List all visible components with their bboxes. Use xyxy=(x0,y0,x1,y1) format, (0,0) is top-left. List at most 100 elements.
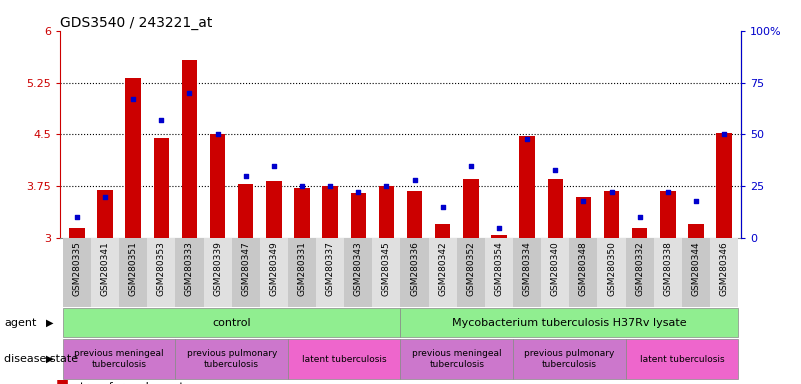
Bar xyxy=(119,238,147,307)
Bar xyxy=(716,133,732,238)
Text: GSM280333: GSM280333 xyxy=(185,242,194,296)
Text: previous pulmonary
tuberculosis: previous pulmonary tuberculosis xyxy=(524,349,614,369)
Bar xyxy=(491,235,507,238)
Point xyxy=(239,173,252,179)
Bar xyxy=(688,224,703,238)
Point xyxy=(662,189,674,195)
Point xyxy=(605,189,618,195)
Text: GSM280353: GSM280353 xyxy=(157,242,166,296)
Text: GSM280351: GSM280351 xyxy=(129,242,138,296)
Text: GSM280335: GSM280335 xyxy=(72,242,82,296)
Point xyxy=(634,214,646,220)
Bar xyxy=(126,78,141,238)
Text: disease state: disease state xyxy=(4,354,78,364)
Text: GSM280345: GSM280345 xyxy=(382,242,391,296)
Text: control: control xyxy=(212,318,251,328)
Text: GSM280350: GSM280350 xyxy=(607,242,616,296)
Bar xyxy=(266,181,282,238)
Bar xyxy=(570,238,598,307)
Bar xyxy=(400,339,513,379)
Point xyxy=(437,204,449,210)
Bar xyxy=(598,238,626,307)
Point xyxy=(99,194,111,200)
Point xyxy=(70,214,83,220)
Text: previous meningeal
tuberculosis: previous meningeal tuberculosis xyxy=(412,349,501,369)
Point xyxy=(127,96,139,102)
Point xyxy=(183,90,196,96)
Text: GSM280343: GSM280343 xyxy=(354,242,363,296)
Point xyxy=(549,167,562,173)
Bar xyxy=(260,238,288,307)
Bar xyxy=(626,238,654,307)
Point xyxy=(324,183,336,189)
Text: GSM280337: GSM280337 xyxy=(326,242,335,296)
Bar xyxy=(710,238,738,307)
Bar xyxy=(182,60,197,238)
Bar xyxy=(660,191,675,238)
Bar xyxy=(400,308,738,337)
Text: GDS3540 / 243221_at: GDS3540 / 243221_at xyxy=(60,16,212,30)
Text: GSM280352: GSM280352 xyxy=(466,242,475,296)
Bar xyxy=(316,238,344,307)
Bar xyxy=(63,308,400,337)
Text: transformed count: transformed count xyxy=(80,382,184,384)
Point xyxy=(211,131,224,137)
Bar xyxy=(519,136,535,238)
Point xyxy=(296,183,308,189)
Bar xyxy=(154,138,169,238)
Text: GSM280334: GSM280334 xyxy=(522,242,532,296)
Bar xyxy=(485,238,513,307)
Bar xyxy=(323,186,338,238)
Text: GSM280340: GSM280340 xyxy=(551,242,560,296)
Text: latent tuberculosis: latent tuberculosis xyxy=(302,354,387,364)
Bar xyxy=(541,238,570,307)
Bar xyxy=(91,238,119,307)
Bar xyxy=(576,197,591,238)
Bar xyxy=(238,184,253,238)
Point xyxy=(268,162,280,169)
Bar xyxy=(632,228,647,238)
Bar xyxy=(147,238,175,307)
Bar xyxy=(98,190,113,238)
Bar xyxy=(379,186,394,238)
Bar xyxy=(351,193,366,238)
Bar xyxy=(435,224,450,238)
Bar xyxy=(654,238,682,307)
Text: ■: ■ xyxy=(56,378,69,384)
Text: GSM280348: GSM280348 xyxy=(579,242,588,296)
Text: GSM280342: GSM280342 xyxy=(438,242,447,296)
Bar xyxy=(210,134,225,238)
Bar xyxy=(513,339,626,379)
Text: agent: agent xyxy=(4,318,36,328)
Bar xyxy=(457,238,485,307)
Point xyxy=(155,117,167,123)
Text: latent tuberculosis: latent tuberculosis xyxy=(639,354,724,364)
Bar xyxy=(344,238,372,307)
Text: GSM280341: GSM280341 xyxy=(101,242,110,296)
Bar xyxy=(294,188,310,238)
Bar xyxy=(604,191,619,238)
Point xyxy=(577,198,590,204)
Text: GSM280349: GSM280349 xyxy=(269,242,279,296)
Bar xyxy=(407,191,422,238)
Bar xyxy=(288,238,316,307)
Bar xyxy=(548,179,563,238)
Text: GSM280336: GSM280336 xyxy=(410,242,419,296)
Bar xyxy=(69,228,85,238)
Bar xyxy=(372,238,400,307)
Point xyxy=(521,136,533,142)
Bar xyxy=(400,238,429,307)
Text: GSM280331: GSM280331 xyxy=(297,242,307,296)
Bar xyxy=(513,238,541,307)
Text: GSM280338: GSM280338 xyxy=(663,242,672,296)
Bar xyxy=(175,238,203,307)
Bar xyxy=(682,238,710,307)
Text: GSM280344: GSM280344 xyxy=(691,242,700,296)
Point xyxy=(690,198,702,204)
Bar xyxy=(463,179,478,238)
Point xyxy=(493,225,505,231)
Point xyxy=(465,162,477,169)
Text: Mycobacterium tuberculosis H37Rv lysate: Mycobacterium tuberculosis H37Rv lysate xyxy=(452,318,686,328)
Bar xyxy=(203,238,231,307)
Text: GSM280346: GSM280346 xyxy=(719,242,729,296)
